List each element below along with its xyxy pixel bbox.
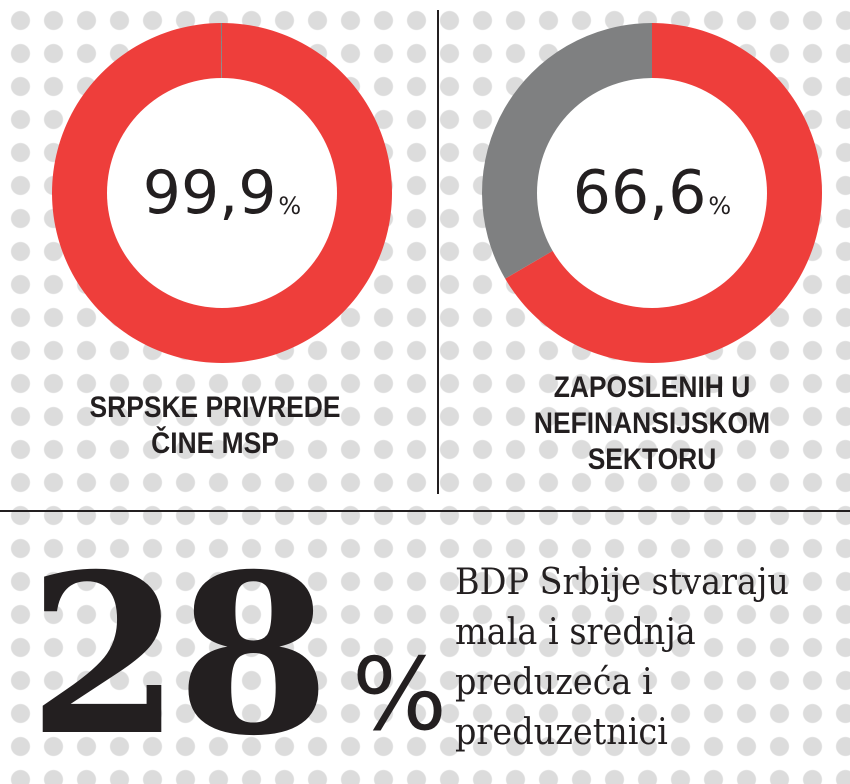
donut-chart-1: 99,9% <box>52 23 392 363</box>
donut-2-value-number: 66,6 <box>572 158 707 228</box>
donut-2-caption: ZAPOSLENIH U NEFINANSIJSKOM SEKTORU <box>476 370 828 478</box>
gdp-share-unit: % <box>352 636 448 753</box>
donut-1-caption-line: ČINE MSP <box>151 427 279 460</box>
donut-1-value: 99,9% <box>52 23 392 363</box>
donut-chart-2: 66,6% <box>482 23 822 363</box>
donut-1-caption: SRPSKE PRIVREDE ČINE MSP <box>39 390 391 462</box>
gdp-share-description: BDP Srbije stvaraju mala i srednja predu… <box>455 558 818 758</box>
donut-2-value-unit: % <box>708 192 732 220</box>
donut-2-caption-line: ZAPOSLENIH U <box>553 371 751 404</box>
donut-1-hole <box>107 78 337 308</box>
vertical-divider <box>437 10 439 494</box>
donut-1-caption-line: SRPSKE PRIVREDE <box>89 391 341 424</box>
horizontal-divider <box>0 510 850 512</box>
donut-1-value-unit: % <box>278 192 302 220</box>
gdp-share-value: 28 <box>28 525 330 784</box>
donut-1-value-number: 99,9 <box>142 158 277 228</box>
gdp-description-line: preduzeća i <box>455 662 653 703</box>
gdp-description-line: preduzetnici <box>455 712 668 753</box>
gdp-description-line: mala i srednja <box>455 612 696 653</box>
gdp-description-line: BDP Srbije stvaraju <box>455 562 789 603</box>
donut-2-hole <box>537 78 767 308</box>
donut-2-caption-line: NEFINANSIJSKOM <box>533 407 771 440</box>
donut-2-caption-line: SEKTORU <box>587 443 717 476</box>
donut-2-value: 66,6% <box>482 23 822 363</box>
